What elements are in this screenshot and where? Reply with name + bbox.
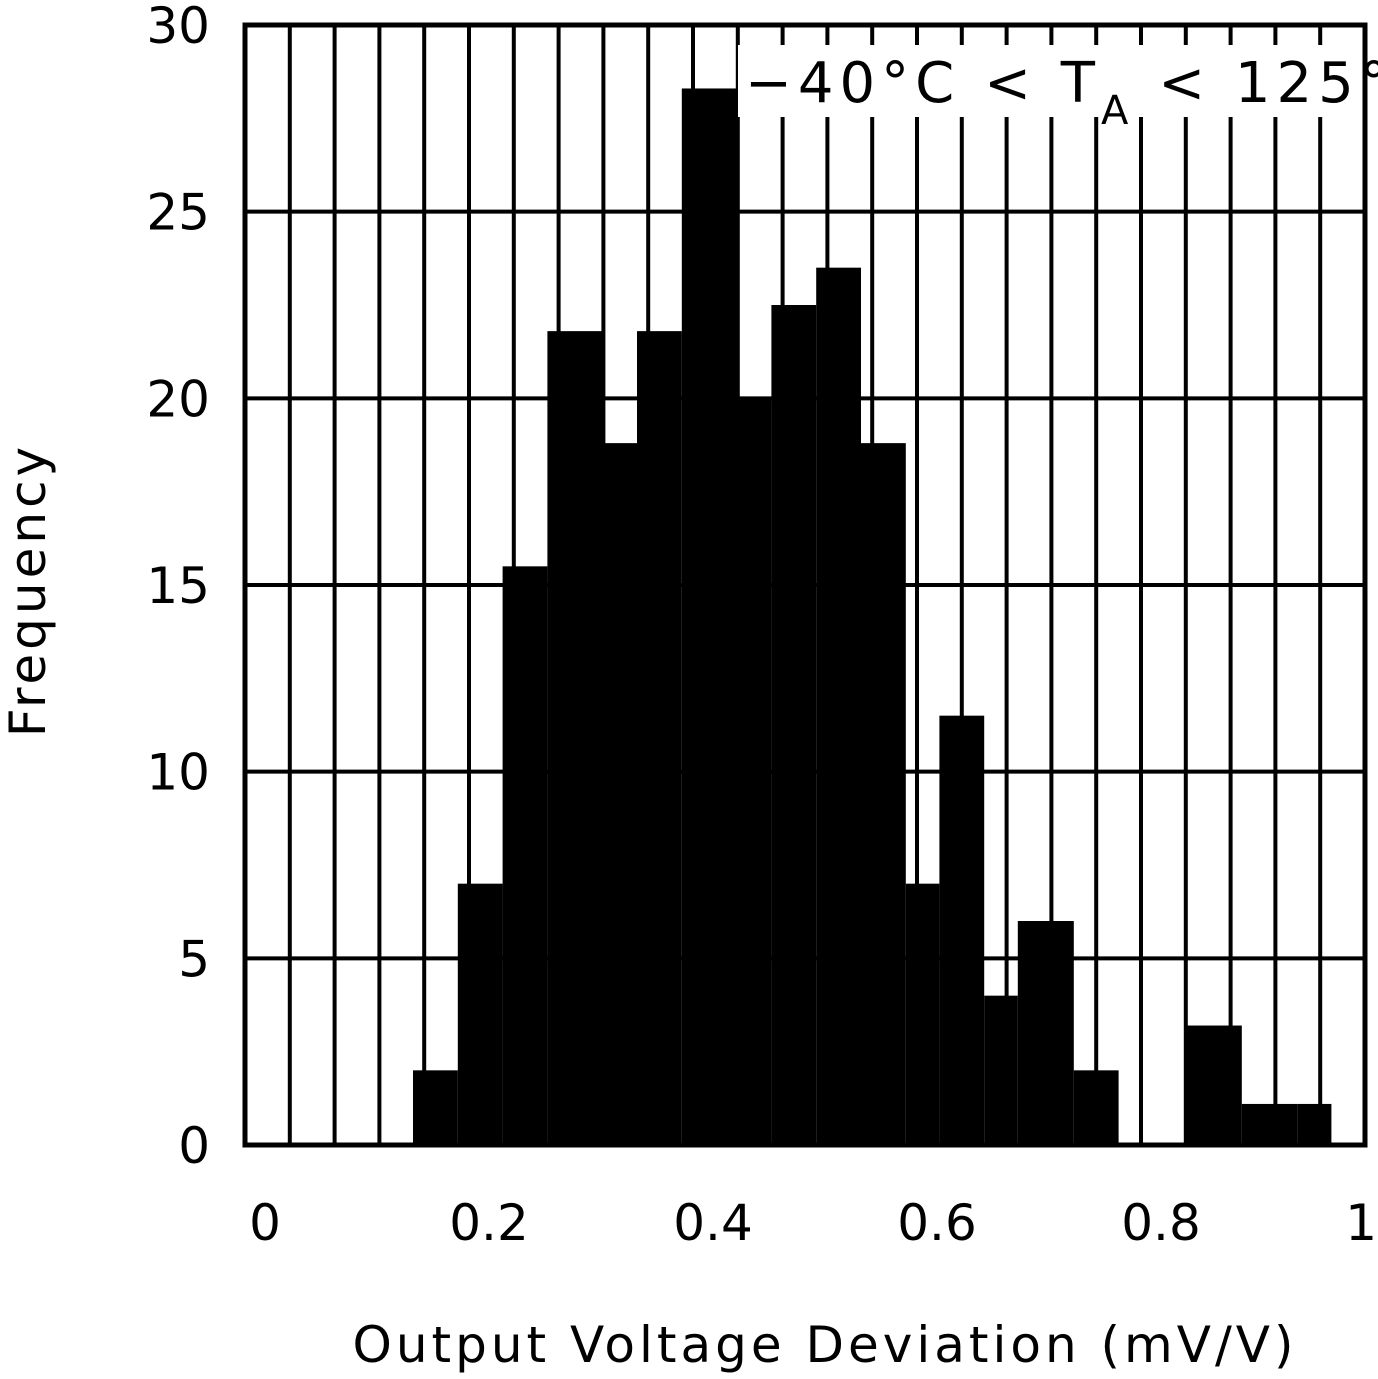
histogram-bar [905,883,940,1145]
annotation-suffix: < 125°C [1134,51,1378,116]
histogram-bar [681,88,738,1145]
histogram-bar [1017,921,1074,1145]
histogram-bar [413,1070,458,1145]
y-tick-label: 5 [178,930,210,988]
y-tick-label: 20 [146,370,210,428]
y-tick-label: 30 [146,0,210,55]
histogram-bar [457,883,503,1145]
y-tick-labels: 0 5 10 15 20 25 30 [146,0,210,1175]
annotation-prefix: −40°C < T [745,51,1101,116]
histogram-bar [547,331,604,1146]
y-tick-label: 15 [146,557,210,615]
y-axis-title: Frequency [0,443,57,737]
histogram-bar [1297,1103,1332,1145]
histogram-bar [603,443,637,1146]
x-tick-label: 0 [249,1194,281,1252]
histogram-bar [737,398,772,1145]
histogram-bar [816,267,861,1146]
y-tick-label: 10 [146,744,210,802]
x-tick-label: 1.0 [1345,1194,1378,1252]
x-tick-label: 0.4 [673,1194,753,1252]
plot-frame [242,22,1368,1148]
temperature-range-annotation: −40°C < TA < 125°C [745,51,1378,134]
histogram-bar [984,995,1018,1145]
histogram-bar [861,443,906,1146]
y-tick-label: 0 [178,1117,210,1175]
histogram-bar [637,331,682,1146]
histogram-bar [1241,1103,1298,1145]
histogram-bar [1073,1070,1119,1145]
histogram-bars [413,88,1332,1146]
x-tick-label: 0.2 [449,1194,529,1252]
annotation-subscript: A [1101,88,1134,134]
histogram-bar [771,305,817,1145]
histogram-bar [1185,1025,1242,1145]
annotation-box: −40°C < TA < 125°C [738,45,1378,134]
x-tick-label: 0.6 [897,1194,977,1252]
x-axis-title: Output Voltage Deviation (mV/V) [352,1316,1297,1374]
histogram-bar [502,566,548,1145]
x-tick-labels: 0 0.2 0.4 0.6 0.8 1.0 [249,1194,1378,1252]
y-tick-label: 25 [146,184,210,242]
histogram-bar [939,715,985,1145]
x-tick-label: 0.8 [1121,1194,1201,1252]
